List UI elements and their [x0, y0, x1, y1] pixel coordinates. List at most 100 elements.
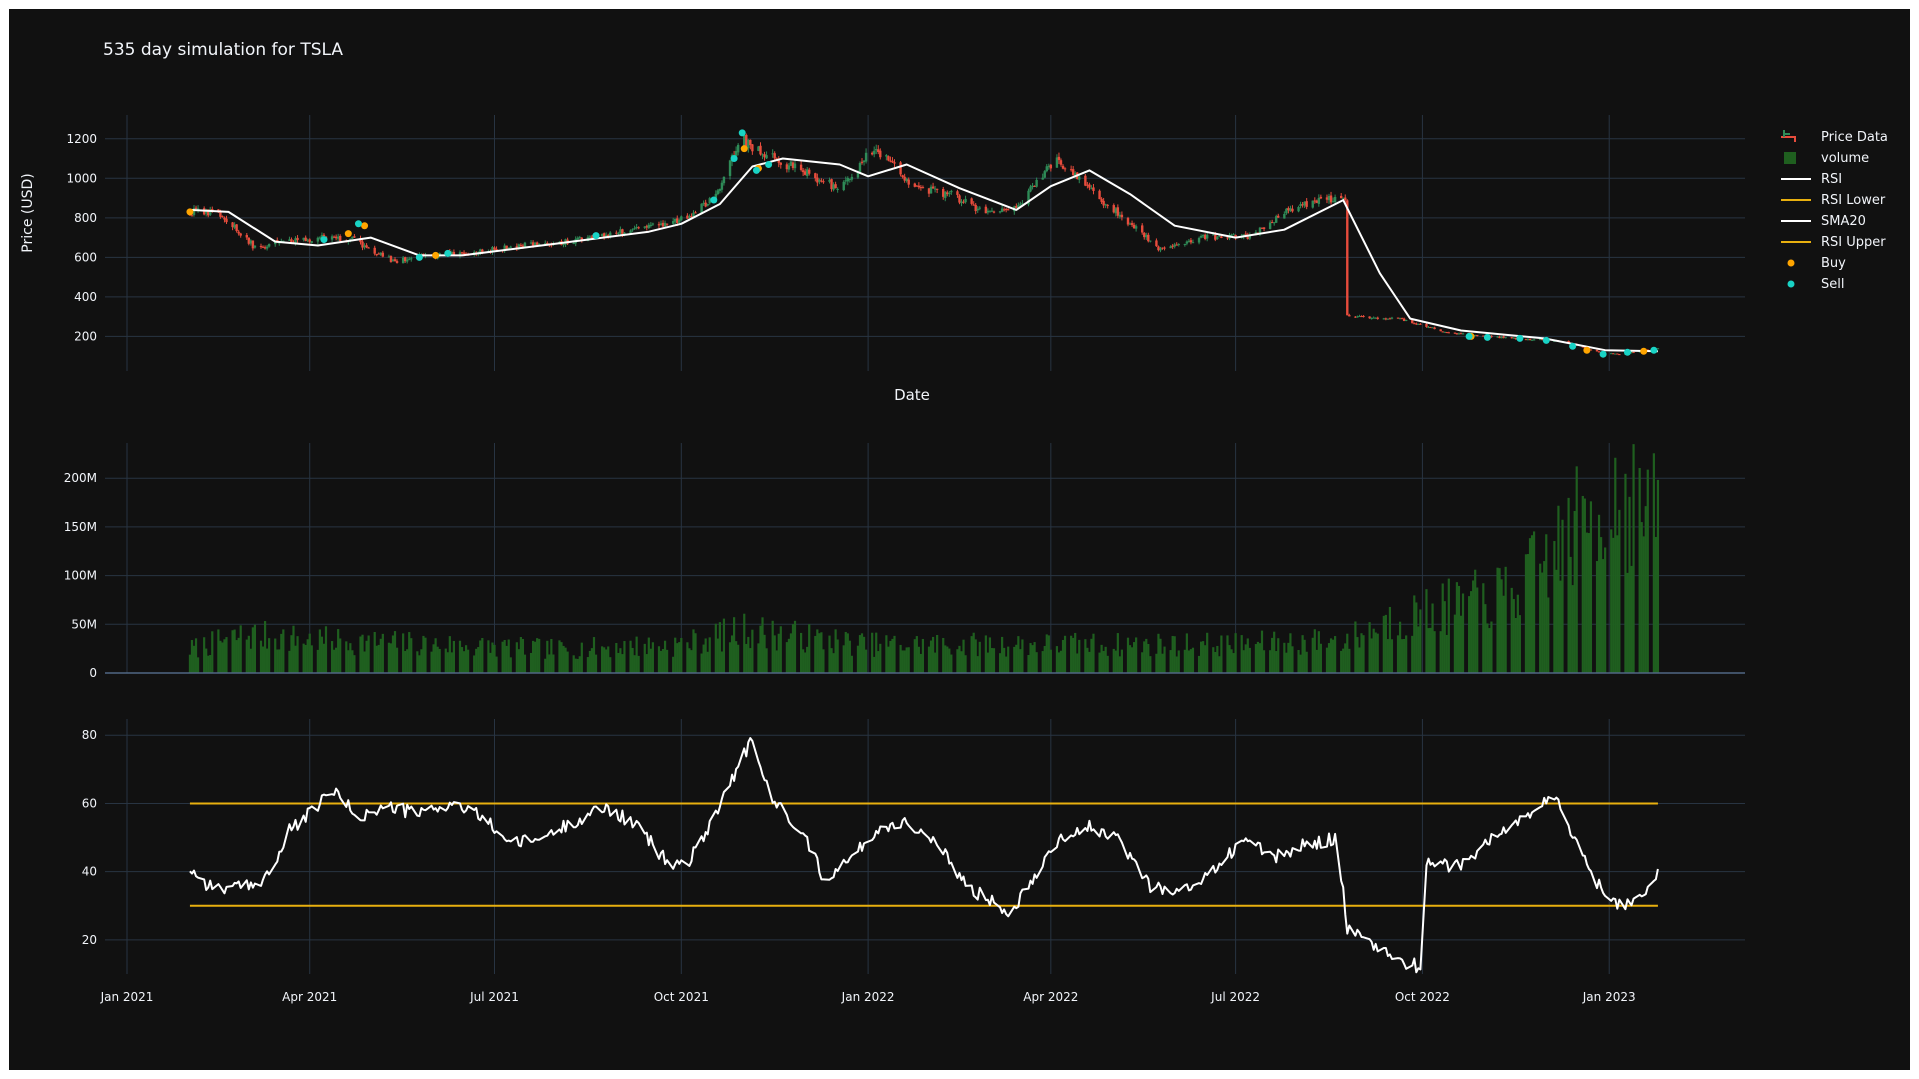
volume-bar — [921, 638, 925, 673]
legend-item[interactable]: RSI Lower — [1781, 193, 1886, 208]
legend-item[interactable]: volume — [1784, 151, 1869, 166]
volume-bar — [546, 640, 549, 673]
sell-marker — [415, 253, 423, 261]
candle-body — [1303, 201, 1306, 206]
legend[interactable]: Price Data volume RSI RSI Lower SMA20 RSI Upp… — [1781, 130, 1888, 292]
candle-body — [1595, 349, 1599, 352]
candle-body — [1301, 204, 1304, 206]
volume-bar — [1557, 505, 1560, 673]
candle-body — [858, 163, 862, 173]
candle-body — [1057, 156, 1061, 161]
candle-body — [322, 234, 326, 236]
candle-body — [1616, 353, 1619, 355]
legend-item[interactable]: RSI Upper — [1781, 235, 1886, 250]
volume-bar — [802, 649, 805, 673]
candle-body — [363, 245, 366, 248]
candle-body — [251, 240, 255, 249]
candle-body — [834, 184, 837, 189]
volume-bar — [732, 617, 736, 673]
candle-body — [403, 257, 407, 262]
candle-body — [395, 261, 399, 263]
candle-body — [588, 236, 592, 238]
candle-body — [814, 173, 817, 179]
legend-item[interactable]: SMA20 — [1781, 214, 1866, 229]
volume-bar — [1470, 591, 1473, 673]
volume-bar — [1589, 501, 1593, 673]
candle-body — [1169, 246, 1172, 249]
volume-bar — [1161, 653, 1164, 673]
candle-body — [872, 150, 876, 155]
legend-item[interactable]: Sell — [1787, 277, 1845, 292]
sell-marker — [1465, 332, 1473, 340]
volume-bar — [1543, 561, 1546, 673]
volume-bar — [1189, 649, 1193, 673]
volume-bar — [406, 649, 409, 673]
candle-body — [1327, 196, 1331, 201]
volume-bar — [1486, 623, 1489, 673]
volume-bar — [564, 647, 567, 673]
volume-bar — [832, 653, 835, 673]
candle-body — [1128, 223, 1132, 225]
candle-body — [288, 239, 291, 241]
volume-bar — [1482, 583, 1485, 673]
candle-body — [1618, 354, 1621, 356]
volume-bar — [203, 637, 206, 673]
volume-bar — [1429, 627, 1432, 673]
volume-bar — [576, 658, 579, 673]
volume-bar — [491, 642, 494, 673]
candle-body — [207, 209, 210, 216]
volume-bar — [1128, 645, 1132, 673]
candle-body — [1402, 318, 1406, 322]
candle-body — [927, 188, 931, 194]
volume-bar — [1516, 594, 1519, 673]
rsi-panel: Jan 2021 Apr 2021 Jul 2021 Oct 2021 Jan 2022… — [82, 719, 1745, 1004]
candle-body — [334, 236, 338, 239]
candle-body — [1071, 169, 1075, 176]
volume-bar — [676, 643, 679, 673]
candle-body — [481, 249, 484, 252]
candle-body — [1041, 177, 1044, 180]
legend-label: Buy — [1821, 256, 1846, 271]
volume-bar — [387, 642, 391, 673]
volume-bar — [1244, 644, 1247, 673]
volume-bar — [1356, 637, 1359, 673]
candle-body — [353, 236, 356, 238]
volume-bar — [1329, 638, 1333, 673]
candle-body — [1092, 187, 1095, 191]
volume-bar — [601, 646, 604, 673]
candle-body — [1289, 208, 1292, 212]
volume-bar — [1120, 649, 1124, 673]
candle-body — [665, 223, 669, 225]
candle-body — [1368, 316, 1371, 319]
sell-marker — [765, 160, 773, 168]
volume-bar — [205, 648, 208, 673]
legend-item[interactable]: RSI — [1781, 172, 1842, 187]
candle-body — [1102, 200, 1105, 206]
volume-bar — [324, 626, 328, 673]
volume-bar — [964, 655, 967, 673]
volume-bar — [873, 656, 876, 673]
volume-bar — [607, 646, 610, 673]
volume-bar — [970, 636, 973, 673]
volume-bar — [1100, 644, 1103, 673]
volume-bar — [1474, 569, 1477, 673]
y-tick-label: 20 — [82, 933, 97, 947]
volume-bar — [294, 645, 297, 673]
volume-bar — [1126, 637, 1130, 673]
volume-bar — [1376, 633, 1379, 673]
volume-bar — [674, 637, 677, 673]
volume-bar — [1498, 568, 1501, 673]
volume-bar — [1092, 633, 1095, 673]
volume-bar — [276, 649, 279, 673]
candle-body — [960, 201, 963, 204]
candle-body — [1212, 234, 1215, 236]
candle-body — [194, 207, 198, 210]
legend-item[interactable]: Buy — [1787, 256, 1847, 271]
buy-marker — [186, 208, 194, 216]
volume-bar — [763, 634, 766, 673]
volume-bar — [1581, 495, 1584, 673]
candle-body — [377, 253, 380, 255]
legend-item[interactable]: Price Data — [1781, 130, 1888, 145]
candle-body — [1291, 208, 1294, 212]
candle-body — [405, 259, 409, 262]
